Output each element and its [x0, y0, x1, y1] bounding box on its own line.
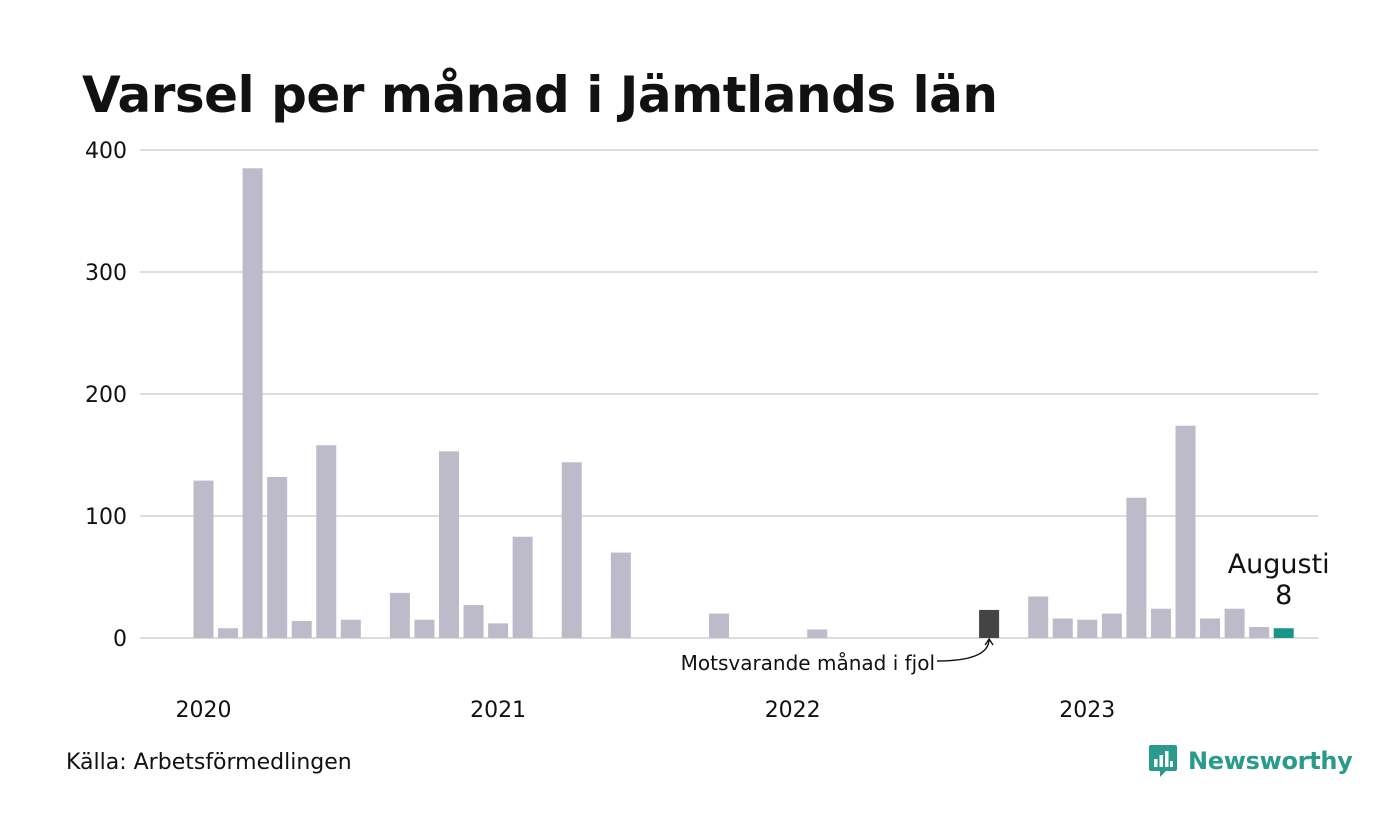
- x-year-label: 2021: [470, 698, 526, 723]
- bar: [1101, 613, 1122, 638]
- x-year-label: 2022: [765, 698, 821, 723]
- y-tick-label: 100: [85, 505, 127, 530]
- bar: [709, 613, 730, 638]
- bar: [439, 451, 459, 638]
- brand-name: Newsworthy: [1188, 747, 1353, 775]
- bar: [316, 445, 337, 638]
- bar: [807, 629, 828, 638]
- bar: [291, 620, 312, 638]
- bar: [389, 592, 410, 638]
- newsworthy-logo[interactable]: Newsworthy: [1148, 744, 1353, 778]
- y-tick-label: 0: [113, 627, 127, 652]
- bar: [463, 605, 484, 638]
- bar: [1249, 627, 1270, 638]
- bar: [1200, 618, 1221, 638]
- annotation-current-value: 8: [1275, 580, 1292, 611]
- source-note: Källa: Arbetsförmedlingen: [66, 750, 352, 775]
- bar: [1052, 618, 1073, 638]
- bar: [561, 462, 582, 638]
- bar: [1077, 619, 1098, 638]
- bar: [610, 552, 631, 638]
- bar-previous-year: [979, 609, 1000, 638]
- bar: [1150, 608, 1171, 638]
- bar: [242, 168, 263, 639]
- y-tick-label: 300: [85, 261, 127, 286]
- bar: [488, 623, 509, 638]
- bar: [414, 619, 435, 638]
- bars: [193, 168, 1294, 639]
- x-year-label: 2020: [176, 698, 232, 723]
- bar: [1224, 608, 1245, 638]
- bar: [512, 536, 533, 638]
- annotation-previous-year: Motsvarande månad i fjol: [681, 651, 935, 675]
- y-axis-ticks: 0 100 200 300 400: [85, 139, 127, 652]
- annotation-current-month: Augusti: [1228, 549, 1330, 580]
- bar-chart: 0 100 200 300 400 2020 2021 2022 2023 Motsvaran…: [85, 139, 1330, 723]
- bar: [1028, 596, 1049, 638]
- x-year-label: 2023: [1059, 698, 1115, 723]
- annotation-arrow: [936, 638, 990, 662]
- bar-current-month: [1273, 628, 1294, 638]
- y-tick-label: 400: [85, 139, 127, 164]
- chart-title: Varsel per månad i Jämtlands län: [82, 66, 998, 124]
- y-tick-label: 200: [85, 383, 127, 408]
- bar: [1175, 425, 1196, 638]
- annotation-arrowhead: [984, 637, 994, 646]
- bar: [218, 628, 239, 638]
- bar: [193, 480, 214, 638]
- bar: [1126, 497, 1147, 638]
- bar: [340, 619, 361, 638]
- x-axis-year-labels: 2020 2021 2022 2023: [176, 698, 1116, 723]
- newsworthy-logo-icon: [1149, 745, 1177, 777]
- annotations: Motsvarande månad i fjol Augusti 8: [681, 549, 1330, 675]
- bar: [267, 476, 288, 638]
